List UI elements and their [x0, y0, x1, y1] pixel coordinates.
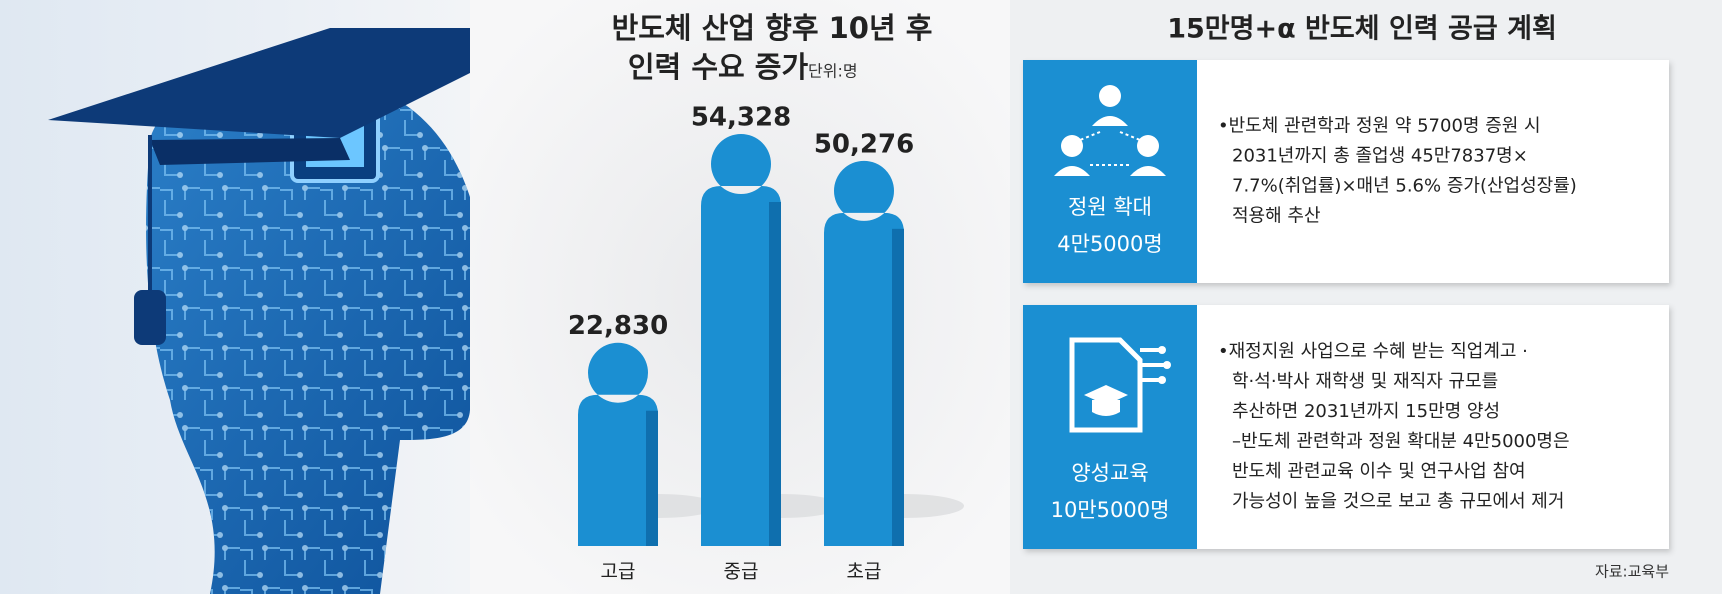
bar: [824, 160, 904, 546]
value-label: 54,328: [691, 103, 791, 133]
item-line: 반도체 관련교육 이수 및 연구사업 참여: [1232, 461, 1526, 482]
x-tick-label: 초급: [847, 561, 882, 583]
item-line: 적용해 추산: [1232, 206, 1321, 227]
item-label-box: [1023, 305, 1197, 549]
bar-side: [769, 202, 781, 546]
item-line: 7.7%(취업률)×매년 5.6% 증가(산업성장률): [1232, 176, 1577, 197]
chart-title: 인력 수요 증가: [628, 50, 809, 84]
item-line: 추산하면 2031년까지 15만명 양성: [1232, 401, 1500, 422]
item-line: 학·석·박사 재학생 및 재직자 규모를: [1232, 371, 1498, 392]
item-amount: 4만5000명: [1057, 232, 1162, 256]
panel-title: 15만명+α 반도체 인력 공급 계획: [1167, 14, 1557, 45]
item-line: •반도체 관련학과 정원 약 5700명 증원 시: [1218, 116, 1541, 137]
value-label: 22,830: [568, 311, 668, 341]
chart: 반도체 산업 향후 10년 후 인력 수요 증가 단위:명 22,830 고급 54…: [568, 11, 964, 583]
left-illustration: [0, 0, 560, 594]
chart-title: 반도체 산업 향후 10년 후: [612, 11, 933, 45]
unit-label: 단위:명: [808, 62, 858, 81]
item-label: 정원 확대: [1068, 195, 1152, 219]
source: 자료:교육부: [1595, 563, 1669, 581]
item-line: 2031년까지 총 졸업생 45만7837명×: [1232, 146, 1528, 167]
icon-document: [1069, 337, 1171, 433]
bar-side: [646, 410, 658, 546]
value-label: 50,276: [814, 129, 914, 159]
item-label: 양성교육: [1071, 461, 1148, 485]
bar: [578, 342, 658, 546]
supply-panel: 15만명+α 반도체 인력 공급 계획 자료:교육부 정원 확대 4만5000명 •…: [1023, 14, 1669, 581]
bar: [701, 134, 781, 546]
item-amount: 10만5000명: [1051, 498, 1170, 522]
item-line: –반도체 관련학과 정원 확대분 4만5000명은: [1232, 431, 1570, 452]
item-line: 가능성이 높을 것으로 보고 총 규모에서 제거: [1232, 491, 1564, 512]
bar-side: [892, 228, 904, 546]
item-line: •재정지원 사업으로 수혜 받는 직업계고 ·: [1218, 341, 1528, 362]
icon-people: [1054, 85, 1166, 176]
x-tick-label: 중급: [724, 561, 759, 583]
x-tick-label: 고급: [601, 561, 636, 583]
